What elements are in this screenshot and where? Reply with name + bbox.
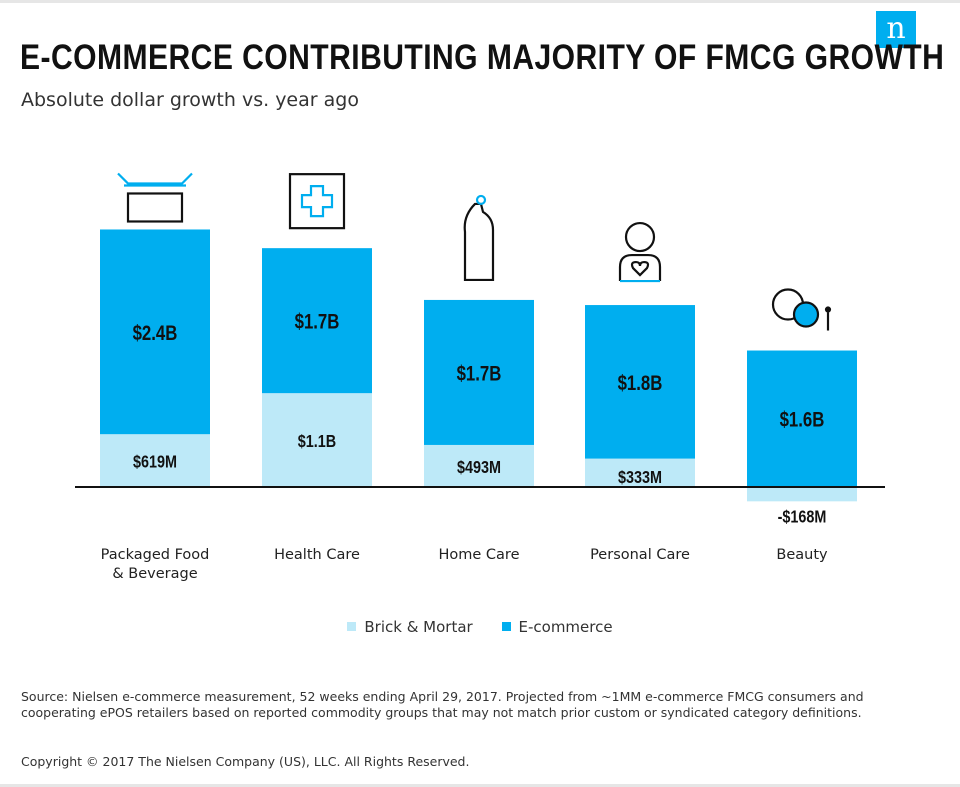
source-note: Source: Nielsen e-commerce measurement, … xyxy=(21,689,864,720)
data-label-ecommerce: $1.7B xyxy=(295,311,340,334)
chart-subtitle: Absolute dollar growth vs. year ago xyxy=(21,89,359,111)
logo-letter: n xyxy=(886,11,906,46)
category-label: Packaged Food & Beverage xyxy=(101,547,210,582)
category-label-line: Beauty xyxy=(776,547,828,563)
data-label-brick-mortar: $493M xyxy=(457,458,501,478)
category-label-line: Packaged Food xyxy=(101,547,210,563)
category-label: Home Care xyxy=(438,547,519,563)
legend-swatch-ecommerce xyxy=(501,622,511,631)
stacked-bar-chart: $2.4B $619M Packaged Food & Beverage $1.7B $1… xyxy=(75,172,885,582)
data-label-ecommerce: $1.6B xyxy=(780,409,825,432)
category-label-line: & Beverage xyxy=(112,566,197,582)
data-label-brick-mortar: $1.1B xyxy=(298,432,337,452)
person-heart-icon xyxy=(618,221,662,283)
data-label-brick-mortar: $333M xyxy=(618,468,662,488)
category-label: Personal Care xyxy=(590,547,690,563)
makeup-compact-icon xyxy=(771,288,832,331)
bar-brick-mortar xyxy=(100,434,210,487)
bar-brick-mortar xyxy=(424,444,534,487)
category-label: Health Care xyxy=(274,547,360,563)
legend-label-ecommerce: E-commerce xyxy=(518,617,613,636)
bar-ecommerce xyxy=(262,248,372,394)
legend-item-ecommerce: E-commerce xyxy=(501,617,613,636)
nielsen-logo: n xyxy=(876,11,916,48)
bar-ecommerce xyxy=(424,299,534,445)
data-label-ecommerce: $2.4B xyxy=(133,322,178,345)
category-label-line: Health Care xyxy=(274,547,360,563)
category-label: Beauty xyxy=(776,547,828,563)
legend-label-brick-mortar: Brick & Mortar xyxy=(364,617,473,636)
legend: Brick & Mortar E-commerce xyxy=(0,617,960,636)
bar-ecommerce xyxy=(585,305,695,459)
data-label-brick-mortar: -$168M xyxy=(778,507,827,527)
box-icon xyxy=(117,172,193,223)
chart-title: E-COMMERCE CONTRIBUTING MAJORITY OF FMCG… xyxy=(20,38,945,77)
copyright-note: Copyright © 2017 The Nielsen Company (US… xyxy=(21,754,470,769)
data-label-brick-mortar: $619M xyxy=(133,452,177,472)
category-label-line: Home Care xyxy=(438,547,519,563)
bar-ecommerce xyxy=(100,229,210,435)
bar-ecommerce xyxy=(747,350,857,487)
legend-item-brick-mortar: Brick & Mortar xyxy=(347,617,473,636)
bottom-border xyxy=(0,784,960,787)
medical-cross-icon xyxy=(288,173,346,230)
cleaning-bottle-icon xyxy=(463,194,495,282)
bar-brick-mortar xyxy=(747,487,857,502)
category-label-line: Personal Care xyxy=(590,547,690,563)
top-border xyxy=(0,0,960,3)
bar-brick-mortar xyxy=(262,393,372,487)
bar-brick-mortar xyxy=(585,458,695,487)
legend-swatch-brick-mortar xyxy=(347,622,357,631)
data-label-ecommerce: $1.7B xyxy=(457,363,502,386)
data-label-ecommerce: $1.8B xyxy=(618,372,663,395)
